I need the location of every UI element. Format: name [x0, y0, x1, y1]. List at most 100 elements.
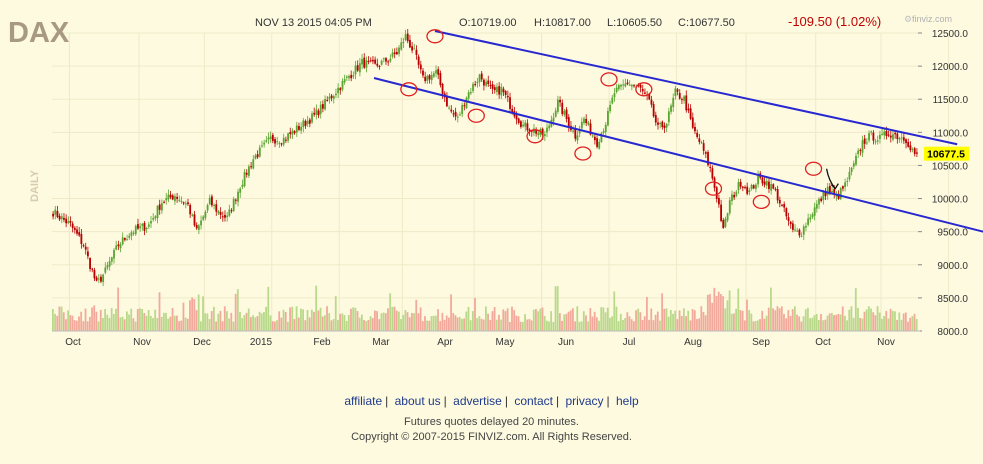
candle-body [750, 184, 753, 190]
volume-bar [478, 316, 481, 331]
volume-bar [323, 315, 326, 331]
volume-bar [328, 313, 331, 331]
volume-bar [878, 312, 881, 331]
volume-bar [804, 309, 807, 331]
volume-bar [735, 308, 738, 331]
volume-bar [691, 309, 694, 331]
candle-body [837, 193, 840, 199]
volume-bar [602, 307, 605, 331]
volume-bar [867, 306, 870, 331]
candle-body [261, 145, 263, 147]
candle-body [306, 120, 309, 125]
volume-bar [467, 306, 470, 331]
candle-body [709, 166, 712, 168]
candle-body [154, 216, 157, 219]
privacy-link[interactable]: privacy [565, 394, 604, 408]
volume-bar [363, 320, 365, 331]
volume-bar [800, 321, 803, 331]
high-value: H:10817.00 [534, 17, 591, 29]
volume-bar [289, 307, 291, 331]
y-tick-label: 8500.0 [937, 294, 968, 305]
volume-bar [86, 321, 89, 331]
candle-body [165, 198, 168, 201]
candle-body [907, 142, 910, 147]
volume-bar [317, 310, 320, 331]
candle-body [402, 41, 405, 43]
volume-bar [411, 313, 413, 331]
candle-body [741, 186, 744, 188]
candle-body [204, 211, 207, 218]
volume-bar [352, 307, 355, 331]
candle-body [802, 226, 805, 235]
volume-bar [397, 311, 400, 331]
trendline [434, 30, 958, 146]
candle-body [794, 229, 796, 231]
candle-body [737, 182, 740, 191]
candle-body [661, 121, 664, 128]
candle-body [274, 139, 276, 144]
volume-bar [578, 321, 581, 331]
footer-links: affiliate | about us | advertise | contact |… [0, 394, 983, 408]
candle-body [652, 104, 655, 117]
candle-body [781, 204, 783, 206]
advertise-link[interactable]: advertise [453, 394, 502, 408]
candle-body [234, 199, 237, 201]
volume-bar [754, 320, 757, 331]
volume-bar [332, 319, 335, 331]
candle-body [350, 74, 353, 79]
candle-body [783, 204, 786, 208]
candle-body [574, 129, 577, 139]
volume-bar [347, 315, 350, 331]
candle-body [659, 122, 662, 125]
candle-body [770, 184, 773, 191]
volume-bar [846, 320, 848, 331]
volume-bar [247, 308, 250, 331]
candle-body [439, 73, 442, 86]
candle-body [130, 232, 133, 236]
candle-body [295, 125, 298, 133]
volume-bar [400, 319, 402, 331]
volume-bar [913, 313, 916, 331]
volume-bar [719, 294, 722, 331]
candle-body [258, 147, 261, 157]
volume-bar [722, 296, 724, 331]
about-us-link[interactable]: about us [394, 394, 441, 408]
candle-body [437, 69, 440, 75]
volume-bar [835, 314, 838, 331]
candle-body [489, 85, 492, 87]
volume-bar [119, 317, 122, 331]
volume-bar [180, 320, 183, 331]
candle-body [726, 213, 729, 221]
candle-body [842, 186, 844, 189]
volume-bar [395, 310, 398, 331]
volume-bar [730, 313, 733, 331]
volume-bar [706, 294, 709, 331]
candle-body [76, 229, 78, 234]
volume-bar [648, 319, 650, 331]
volume-bar [861, 318, 864, 331]
volume-bar [384, 313, 387, 331]
volume-bar [693, 310, 696, 331]
volume-bar [772, 308, 774, 331]
candle-body [265, 140, 268, 142]
x-tick-label: Oct [65, 337, 81, 348]
volume-bar [833, 315, 835, 331]
candle-body [546, 127, 548, 133]
help-link[interactable]: help [615, 394, 639, 408]
volume-bar [121, 316, 124, 331]
candle-body [393, 52, 396, 54]
candle-body [454, 111, 457, 117]
x-tick-label: Nov [133, 337, 151, 348]
candle-body [896, 133, 899, 139]
volume-bar [535, 309, 537, 331]
candle-body [768, 181, 770, 189]
candle-body [428, 75, 431, 80]
volume-bar [406, 312, 409, 331]
volume-bar [356, 311, 359, 331]
volume-bar [134, 321, 137, 331]
candle-body [639, 84, 642, 88]
candle-body [650, 99, 653, 105]
contact-link[interactable]: contact [514, 394, 554, 408]
affiliate-link[interactable]: affiliate [344, 394, 383, 408]
candle-body [487, 80, 490, 85]
